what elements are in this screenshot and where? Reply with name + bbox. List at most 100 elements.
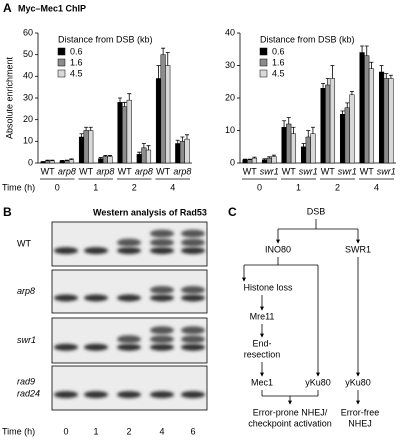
x-tick-label: WT [118,166,132,176]
diagram-node: Error-prone NHEJ/ [253,407,328,417]
blot-band [84,343,108,351]
bar [344,107,350,164]
bar [179,141,185,164]
legend-label: 4.5 [272,68,285,78]
error-bar [107,155,112,157]
bar [325,84,331,164]
blot-panel [51,365,208,411]
legend-label: 1.6 [272,57,285,67]
error-bar [122,101,127,107]
bar [136,154,142,164]
diagram-node: yKu80 [305,377,331,387]
error-bar [243,158,248,160]
x-tick-label: swr1 [299,166,318,176]
error-bar [349,91,354,95]
bar [49,160,55,164]
diagram-node: End- [252,338,271,348]
bar [242,159,248,164]
blot-band [150,285,174,294]
x-tick-label: WT [321,166,335,176]
bar [368,68,375,164]
error-bar [384,73,389,79]
lane-label: 6 [190,426,195,436]
row-label: swr1 [17,335,36,345]
error-bar [45,159,50,161]
bar [40,161,46,164]
x-tick-label: WT [360,166,374,176]
diagram-node: INO80 [265,244,291,254]
y-tick-label: 10 [225,125,235,135]
x-tick-label: WT [282,166,296,176]
error-bar [379,65,384,72]
bar [78,136,85,164]
bar [175,143,181,164]
x-tick-label: swr1 [338,166,357,176]
diagram-arrows [242,219,360,405]
error-bar [247,158,252,160]
x-tick-label: WT [41,166,55,176]
legend-title: Distance from DSB (kb) [58,34,153,44]
blot-band [54,247,78,255]
bar [261,159,268,164]
bar [64,160,70,164]
error-bar [282,120,287,128]
diagram-node: Mre11 [250,311,275,321]
blot-band [150,247,174,255]
error-bar [64,159,69,161]
bar [184,138,190,164]
x-group-tick: 0 [257,182,262,192]
error-bar [141,143,146,148]
blot-band [181,294,205,302]
diagram-node: Histone loss [243,282,293,292]
panel-label: A [3,1,12,15]
diagram-node: checkpoint activation [248,418,332,428]
bar [339,114,346,164]
error-bar [325,78,330,85]
bar [155,78,162,164]
diagram-node: DSB [307,206,326,216]
error-bar [306,130,311,137]
error-bar [291,126,296,134]
blot-band [117,343,141,351]
blot-band [117,247,141,255]
blot-band [54,294,78,302]
row-label: arp8 [17,286,35,296]
error-bar [262,158,267,160]
diagram-node: NHEJ [348,418,372,428]
x-group-tick: 2 [335,182,340,192]
x-group-tick: 4 [374,182,379,192]
bar [45,160,51,164]
y-tick-label: 20 [23,114,33,124]
blot-band [181,391,205,399]
bar [160,54,166,164]
blot-band [181,238,205,247]
blot-band [117,294,141,302]
error-bar [137,151,142,155]
row-label: WT [17,238,31,248]
x-group-tick: 2 [132,182,137,192]
error-bar [360,45,365,53]
panel-label: C [228,205,237,219]
bar [286,123,292,164]
bar [126,99,132,164]
y-tick-label: 40 [23,71,33,81]
bar [271,156,277,164]
x-tick-label: arp8 [96,166,114,176]
error-bar [50,159,55,161]
blot-band [84,391,108,399]
bar [88,130,94,164]
legend-swatch [259,47,268,56]
x-group-tick: 1 [93,182,98,192]
legend-title: Distance from DSB (kb) [260,34,355,44]
blot-band [150,229,174,238]
x-tick-label: WT [156,166,170,176]
bar [145,149,152,164]
error-bar [301,143,306,147]
bar [281,127,287,164]
error-bar [127,93,132,101]
legend-swatch [259,58,268,67]
bar [251,157,258,164]
blot-panel [51,269,208,314]
blot-band [150,391,174,399]
